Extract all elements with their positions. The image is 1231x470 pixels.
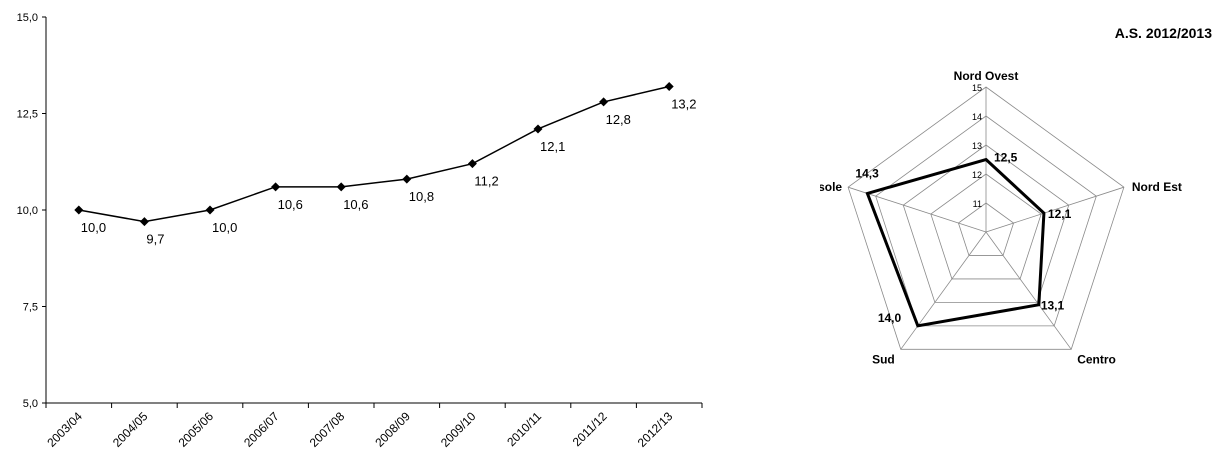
radar-title: A.S. 2012/2013 — [1115, 25, 1213, 41]
radar-gridline — [930, 173, 1042, 280]
radar-axis-label: Nord Est — [1132, 180, 1182, 194]
x-tick-label: 2009/10 — [438, 409, 479, 450]
series-line — [78, 85, 670, 223]
x-tick-label: 2005/06 — [176, 409, 217, 450]
data-label: 11,2 — [474, 174, 498, 189]
x-tick-label: 2004/05 — [110, 409, 151, 450]
radar-value-label: 12,5 — [994, 151, 1018, 165]
y-tick-label: 7,5 — [23, 302, 38, 314]
data-label: 9,7 — [146, 232, 164, 247]
radar-axis-label: Nord Ovest — [954, 69, 1019, 83]
radar-axis-label: Isole — [820, 180, 842, 194]
y-tick-label: 5,0 — [23, 398, 38, 410]
data-label: 10,0 — [81, 220, 106, 235]
radar-gridline — [902, 144, 1070, 303]
data-point-marker — [205, 205, 215, 215]
radar-value-label: 12,1 — [1048, 207, 1072, 221]
radar-value-label: 13,1 — [1041, 299, 1065, 313]
data-point-marker — [271, 182, 281, 192]
data-label: 10,8 — [409, 189, 434, 204]
radar-tick-label: 15 — [972, 83, 982, 93]
radar-tick-label: 13 — [972, 141, 982, 151]
line-chart: 5,0 7,5 10,0 12,5 15,0 2003/04 2004/05 2005/06… — [17, 12, 703, 450]
y-ticks: 5,0 7,5 10,0 12,5 15,0 — [17, 12, 46, 410]
radar-labels: Nord Ovest Nord Est Centro Sud Isole — [820, 69, 1182, 366]
radar-tick-label: 14 — [972, 112, 982, 122]
y-tick-label: 12,5 — [17, 109, 38, 121]
data-point-marker — [139, 217, 149, 227]
y-tick-label: 15,0 — [17, 12, 38, 24]
x-tick-label: 2010/11 — [504, 409, 544, 449]
data-label: 10,6 — [343, 197, 368, 212]
x-tick-label: 2011/12 — [570, 409, 610, 449]
radar-value-label: 14,0 — [878, 311, 902, 325]
y-tick-label: 10,0 — [17, 205, 38, 217]
radar-axis-label: Centro — [1077, 352, 1116, 366]
radar-grid: 11 12 13 14 15 — [847, 83, 1125, 350]
data-point-marker — [467, 159, 477, 169]
radar-gridline — [875, 115, 1097, 327]
data-point-marker — [599, 97, 609, 107]
radar-chart: A.S. 2012/2013 11 12 13 14 15 12,5 12,1 13,1 14… — [820, 25, 1213, 366]
data-label: 12,1 — [540, 139, 565, 154]
radar-gridline — [847, 86, 1125, 350]
x-tick-label: 2003/04 — [44, 409, 85, 450]
line-chart-axes — [45, 17, 702, 404]
radar-tick-label: 12 — [972, 170, 982, 180]
data-point-marker — [336, 182, 346, 192]
x-tick-label: 2012/13 — [635, 409, 676, 450]
radar-series-polygon — [865, 157, 1046, 328]
data-label: 10,6 — [278, 197, 303, 212]
data-point-marker — [533, 124, 543, 134]
radar-gridline — [957, 202, 1015, 256]
data-point-marker — [74, 205, 84, 215]
data-label: 12,8 — [606, 112, 631, 127]
radar-tick-label: 11 — [973, 199, 982, 209]
data-label: 13,2 — [671, 96, 696, 111]
x-tick-label: 2006/07 — [241, 409, 282, 450]
radar-spoke — [900, 231, 987, 350]
radar-series: 12,5 12,1 13,1 14,0 14,3 — [855, 151, 1072, 328]
data-label: 10,0 — [212, 220, 237, 235]
radar-spoke — [847, 186, 987, 233]
data-point-marker — [402, 174, 412, 184]
x-tick-label: 2007/08 — [307, 409, 348, 450]
radar-spoke — [985, 186, 1125, 233]
line-series: 10,0 9,7 10,0 10,6 10,6 10,8 11,2 12,1 12,8 13,2 — [74, 81, 697, 247]
radar-value-label: 14,3 — [855, 166, 879, 180]
x-ticks: 2003/04 2004/05 2005/06 2006/07 2007/08 2008/… — [44, 403, 703, 450]
radar-spoke — [985, 231, 1072, 350]
x-tick-label: 2008/09 — [372, 409, 413, 450]
radar-axis-label: Sud — [872, 352, 895, 366]
data-point-marker — [664, 81, 674, 91]
